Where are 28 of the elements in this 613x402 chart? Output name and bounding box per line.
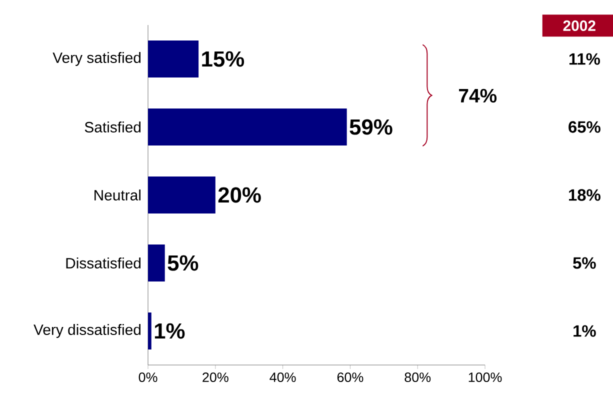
text: 11% (569, 53, 600, 65)
bar (148, 312, 152, 350)
data-label: 5% (168, 255, 198, 271)
x-tick-label: 40% (270, 372, 296, 382)
annotation: 74% (459, 88, 497, 103)
y-tick-label: Satisfied (84, 122, 141, 132)
x-tick-label: 80% (404, 372, 431, 382)
data-label: 20% (218, 187, 261, 203)
data-label: 15% (202, 51, 244, 67)
x-tick-label: 0% (138, 372, 158, 382)
bar (148, 176, 216, 214)
bar (148, 244, 165, 282)
data-label: 59% (350, 119, 392, 135)
y-tick-label: Dissatisfied (66, 258, 141, 268)
text: 5% (573, 257, 596, 269)
text: 2002 (563, 20, 596, 31)
bar (148, 108, 347, 146)
x-tick-label: 60% (337, 372, 364, 382)
data-label: 1% (154, 323, 185, 339)
x-tick-label: 20% (202, 372, 228, 382)
text: 18% (569, 189, 600, 201)
text: 1% (574, 325, 596, 337)
bar (148, 40, 199, 78)
y-tick-label: Very satisfied (52, 52, 140, 66)
y-tick-label: Very dissatisfied (34, 324, 140, 338)
y-tick-label: Neutral (94, 190, 140, 200)
text: 65% (568, 121, 600, 133)
x-tick-label: 100% (468, 372, 502, 382)
